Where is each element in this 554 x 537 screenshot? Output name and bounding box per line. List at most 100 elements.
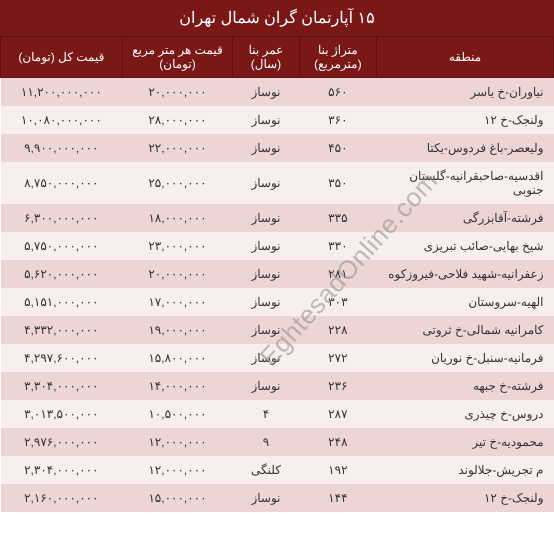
cell-total-price: ۵,۱۵۱,۰۰۰,۰۰۰	[1, 288, 123, 316]
cell-area: ۴۵۰	[299, 134, 376, 162]
cell-price-per-meter: ۱۰,۵۰۰,۰۰۰	[122, 400, 233, 428]
cell-price-per-meter: ۱۹,۰۰۰,۰۰۰	[122, 316, 233, 344]
cell-region: فرشته-خ جبهه	[377, 372, 554, 400]
table-row: اقدسیه-صاحبقرانیه-گلستان جنوبی۳۵۰نوساز۲۵…	[1, 162, 554, 204]
col-header-area: متراژ بنا (مترمربع)	[299, 37, 376, 78]
cell-area: ۵۶۰	[299, 78, 376, 107]
cell-region: اقدسیه-صاحبقرانیه-گلستان جنوبی	[377, 162, 554, 204]
cell-total-price: ۵,۷۵۰,۰۰۰,۰۰۰	[1, 232, 123, 260]
cell-total-price: ۱۰,۰۸۰,۰۰۰,۰۰۰	[1, 106, 123, 134]
cell-total-price: ۹,۹۰۰,۰۰۰,۰۰۰	[1, 134, 123, 162]
cell-region: م تجریش-جلالوند	[377, 456, 554, 484]
cell-area: ۲۷۲	[299, 344, 376, 372]
cell-price-per-meter: ۱۸,۰۰۰,۰۰۰	[122, 204, 233, 232]
cell-price-per-meter: ۱۲,۰۰۰,۰۰۰	[122, 456, 233, 484]
cell-total-price: ۲,۱۶۰,۰۰۰,۰۰۰	[1, 484, 123, 512]
cell-total-price: ۴,۲۹۷,۶۰۰,۰۰۰	[1, 344, 123, 372]
cell-age: نوساز	[233, 232, 299, 260]
cell-area: ۳۳۰	[299, 232, 376, 260]
table-row: الهیه-سروستان۳۰۳نوساز۱۷,۰۰۰,۰۰۰۵,۱۵۱,۰۰۰…	[1, 288, 554, 316]
cell-region: ولنجک-خ ۱۲	[377, 484, 554, 512]
cell-price-per-meter: ۲۳,۰۰۰,۰۰۰	[122, 232, 233, 260]
table-row: ولنجک-خ ۱۲۳۶۰نوساز۲۸,۰۰۰,۰۰۰۱۰,۰۸۰,۰۰۰,۰…	[1, 106, 554, 134]
cell-region: محمودیه-خ تیر	[377, 428, 554, 456]
cell-region: کامرانیه شمالی-خ ثروتی	[377, 316, 554, 344]
cell-total-price: ۴,۳۳۲,۰۰۰,۰۰۰	[1, 316, 123, 344]
cell-price-per-meter: ۱۲,۰۰۰,۰۰۰	[122, 428, 233, 456]
col-header-age: عمر بنا (سال)	[233, 37, 299, 78]
cell-age: نوساز	[233, 372, 299, 400]
apartments-table: منطقه متراژ بنا (مترمربع) عمر بنا (سال) …	[0, 36, 554, 512]
cell-total-price: ۵,۶۲۰,۰۰۰,۰۰۰	[1, 260, 123, 288]
table-row: فرشته-خ جبهه۲۳۶نوساز۱۴,۰۰۰,۰۰۰۳,۳۰۴,۰۰۰,…	[1, 372, 554, 400]
cell-area: ۲۴۸	[299, 428, 376, 456]
cell-price-per-meter: ۱۵,۸۰۰,۰۰۰	[122, 344, 233, 372]
cell-region: زعفرانیه-شهید فلاحی-فیروزکوه	[377, 260, 554, 288]
cell-age: نوساز	[233, 344, 299, 372]
table-row: شیخ بهایی-صائب تبریزی۳۳۰نوساز۲۳,۰۰۰,۰۰۰۵…	[1, 232, 554, 260]
table-row: فرشته-آقابزرگی۳۳۵نوساز۱۸,۰۰۰,۰۰۰۶,۳۰۰,۰۰…	[1, 204, 554, 232]
cell-age: نوساز	[233, 288, 299, 316]
cell-region: ولنجک-خ ۱۲	[377, 106, 554, 134]
cell-age: نوساز	[233, 162, 299, 204]
cell-total-price: ۱۱,۲۰۰,۰۰۰,۰۰۰	[1, 78, 123, 107]
col-header-region: منطقه	[377, 37, 554, 78]
table-row: محمودیه-خ تیر۲۴۸۹۱۲,۰۰۰,۰۰۰۲,۹۷۶,۰۰۰,۰۰۰	[1, 428, 554, 456]
cell-total-price: ۲,۹۷۶,۰۰۰,۰۰۰	[1, 428, 123, 456]
cell-area: ۲۳۶	[299, 372, 376, 400]
cell-region: نیاوران-خ یاسر	[377, 78, 554, 107]
cell-region: شیخ بهایی-صائب تبریزی	[377, 232, 554, 260]
table-title: ۱۵ آپارتمان گران شمال تهران	[0, 0, 554, 36]
cell-age: نوساز	[233, 484, 299, 512]
cell-age: ۴	[233, 400, 299, 428]
cell-price-per-meter: ۱۵,۰۰۰,۰۰۰	[122, 484, 233, 512]
cell-age: نوساز	[233, 134, 299, 162]
cell-area: ۲۲۸	[299, 316, 376, 344]
cell-area: ۳۳۵	[299, 204, 376, 232]
cell-age: نوساز	[233, 316, 299, 344]
cell-region: الهیه-سروستان	[377, 288, 554, 316]
cell-age: کلنگی	[233, 456, 299, 484]
cell-region: ولیعصر-باغ فردوس-یکتا	[377, 134, 554, 162]
cell-region: فرمانیه-سنبل-خ نوریان	[377, 344, 554, 372]
table-row: دروس-خ چیذری۲۸۷۴۱۰,۵۰۰,۰۰۰۳,۰۱۳,۵۰۰,۰۰۰	[1, 400, 554, 428]
cell-area: ۲۸۷	[299, 400, 376, 428]
cell-age: نوساز	[233, 106, 299, 134]
cell-area: ۱۴۴	[299, 484, 376, 512]
cell-age: نوساز	[233, 78, 299, 107]
cell-area: ۳۶۰	[299, 106, 376, 134]
cell-age: ۹	[233, 428, 299, 456]
cell-area: ۱۹۲	[299, 456, 376, 484]
cell-region: دروس-خ چیذری	[377, 400, 554, 428]
cell-price-per-meter: ۲۰,۰۰۰,۰۰۰	[122, 260, 233, 288]
table-row: کامرانیه شمالی-خ ثروتی۲۲۸نوساز۱۹,۰۰۰,۰۰۰…	[1, 316, 554, 344]
col-header-total-price: قیمت کل (تومان)	[1, 37, 123, 78]
table-row: نیاوران-خ یاسر۵۶۰نوساز۲۰,۰۰۰,۰۰۰۱۱,۲۰۰,۰…	[1, 78, 554, 107]
cell-total-price: ۳,۳۰۴,۰۰۰,۰۰۰	[1, 372, 123, 400]
cell-total-price: ۲,۳۰۴,۰۰۰,۰۰۰	[1, 456, 123, 484]
cell-region: فرشته-آقابزرگی	[377, 204, 554, 232]
cell-price-per-meter: ۲۲,۰۰۰,۰۰۰	[122, 134, 233, 162]
cell-age: نوساز	[233, 260, 299, 288]
cell-age: نوساز	[233, 204, 299, 232]
cell-price-per-meter: ۲۵,۰۰۰,۰۰۰	[122, 162, 233, 204]
table-body: نیاوران-خ یاسر۵۶۰نوساز۲۰,۰۰۰,۰۰۰۱۱,۲۰۰,۰…	[1, 78, 554, 513]
cell-total-price: ۶,۳۰۰,۰۰۰,۰۰۰	[1, 204, 123, 232]
table-row: م تجریش-جلالوند۱۹۲کلنگی۱۲,۰۰۰,۰۰۰۲,۳۰۴,۰…	[1, 456, 554, 484]
cell-price-per-meter: ۱۴,۰۰۰,۰۰۰	[122, 372, 233, 400]
table-row: ولیعصر-باغ فردوس-یکتا۴۵۰نوساز۲۲,۰۰۰,۰۰۰۹…	[1, 134, 554, 162]
table-row: ولنجک-خ ۱۲۱۴۴نوساز۱۵,۰۰۰,۰۰۰۲,۱۶۰,۰۰۰,۰۰…	[1, 484, 554, 512]
cell-price-per-meter: ۲۸,۰۰۰,۰۰۰	[122, 106, 233, 134]
table-row: فرمانیه-سنبل-خ نوریان۲۷۲نوساز۱۵,۸۰۰,۰۰۰۴…	[1, 344, 554, 372]
col-header-price-per-meter: قیمت هر متر مربع (تومان)	[122, 37, 233, 78]
cell-price-per-meter: ۲۰,۰۰۰,۰۰۰	[122, 78, 233, 107]
cell-price-per-meter: ۱۷,۰۰۰,۰۰۰	[122, 288, 233, 316]
apartments-table-container: ۱۵ آپارتمان گران شمال تهران منطقه متراژ …	[0, 0, 554, 512]
cell-total-price: ۸,۷۵۰,۰۰۰,۰۰۰	[1, 162, 123, 204]
cell-total-price: ۳,۰۱۳,۵۰۰,۰۰۰	[1, 400, 123, 428]
cell-area: ۳۰۳	[299, 288, 376, 316]
cell-area: ۳۵۰	[299, 162, 376, 204]
header-row: منطقه متراژ بنا (مترمربع) عمر بنا (سال) …	[1, 37, 554, 78]
table-row: زعفرانیه-شهید فلاحی-فیروزکوه۲۸۱نوساز۲۰,۰…	[1, 260, 554, 288]
cell-area: ۲۸۱	[299, 260, 376, 288]
